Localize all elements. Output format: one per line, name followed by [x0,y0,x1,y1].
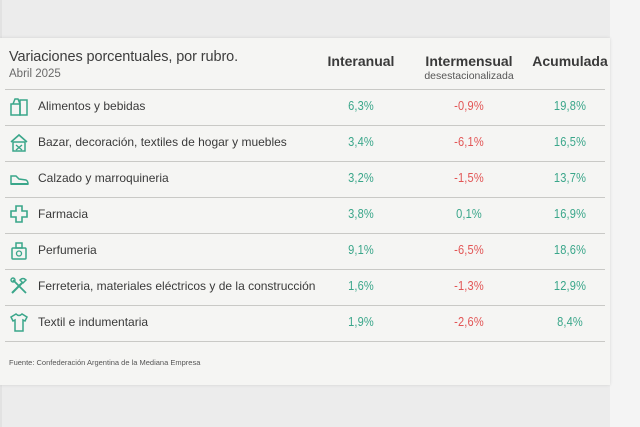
table-row: Alimentos y bebidas 6,3% -0,9% 19,8% [0,89,610,125]
value-interanual: 6,3% [348,98,374,113]
table-card [0,38,610,385]
value-acumulada: 8,4% [557,314,583,329]
column-header-intermensual: Intermensual [425,53,513,69]
row-divider [5,197,605,198]
value-intermensual: -6,1% [454,134,484,149]
source-footer: Fuente: Confederación Argentina de la Me… [9,358,201,367]
column-header-acumulada: Acumulada [532,53,608,69]
row-divider [5,89,605,90]
table-row: Bazar, decoración, textiles de hogar y m… [0,125,610,161]
table-row: Perfumeria 9,1% -6,5% 18,6% [0,233,610,269]
value-acumulada: 13,7% [553,170,587,185]
value-intermensual: -0,9% [454,98,484,113]
value-acumulada: 12,9% [553,278,587,293]
value-acumulada: 16,9% [553,206,587,221]
row-label: Textil e indumentaria [38,315,149,329]
row-label: Farmacia [38,207,89,221]
table-row: Textil e indumentaria 1,9% -2,6% 8,4% [0,305,610,341]
row-label: Perfumeria [38,243,97,257]
chart-subtitle: Abril 2025 [9,68,61,80]
perfume-icon [8,239,30,261]
grocery-icon [8,95,30,117]
row-divider [5,341,605,342]
value-intermensual: -1,5% [454,170,484,185]
row-divider [5,269,605,270]
shoe-icon [8,167,30,189]
row-label: Bazar, decoración, textiles de hogar y m… [38,135,287,149]
value-intermensual: -1,3% [454,278,484,293]
value-intermensual: -2,6% [454,314,484,329]
row-label: Ferreteria, materiales eléctricos y de l… [38,279,316,293]
value-acumulada: 18,6% [553,242,587,257]
table-row: Ferreteria, materiales eléctricos y de l… [0,269,610,305]
tools-icon [8,275,30,297]
value-interanual: 3,8% [348,206,374,221]
table-row: Farmacia 3,8% 0,1% 16,9% [0,197,610,233]
value-intermensual: 0,1% [456,206,482,221]
table-row: Calzado y marroquineria 3,2% -1,5% 13,7% [0,161,610,197]
row-divider [5,233,605,234]
row-divider [5,305,605,306]
row-divider [5,125,605,126]
value-interanual: 1,6% [348,278,374,293]
value-interanual: 3,2% [348,170,374,185]
row-divider [5,161,605,162]
row-label: Calzado y marroquineria [38,171,169,185]
tshirt-icon [8,311,30,333]
pharmacy-cross-icon [8,203,30,225]
value-interanual: 9,1% [348,242,374,257]
home-goods-icon [8,131,30,153]
row-label: Alimentos y bebidas [38,99,146,113]
value-interanual: 3,4% [348,134,374,149]
column-subheader-desestacionalizada: desestacionalizada [424,70,514,82]
value-interanual: 1,9% [348,314,374,329]
chart-title: Variaciones porcentuales, por rubro. [9,49,239,65]
column-header-interanual: Interanual [327,53,395,69]
background-edge [610,0,640,427]
value-acumulada: 19,8% [553,98,587,113]
value-intermensual: -6,5% [454,242,484,257]
value-acumulada: 16,5% [553,134,587,149]
